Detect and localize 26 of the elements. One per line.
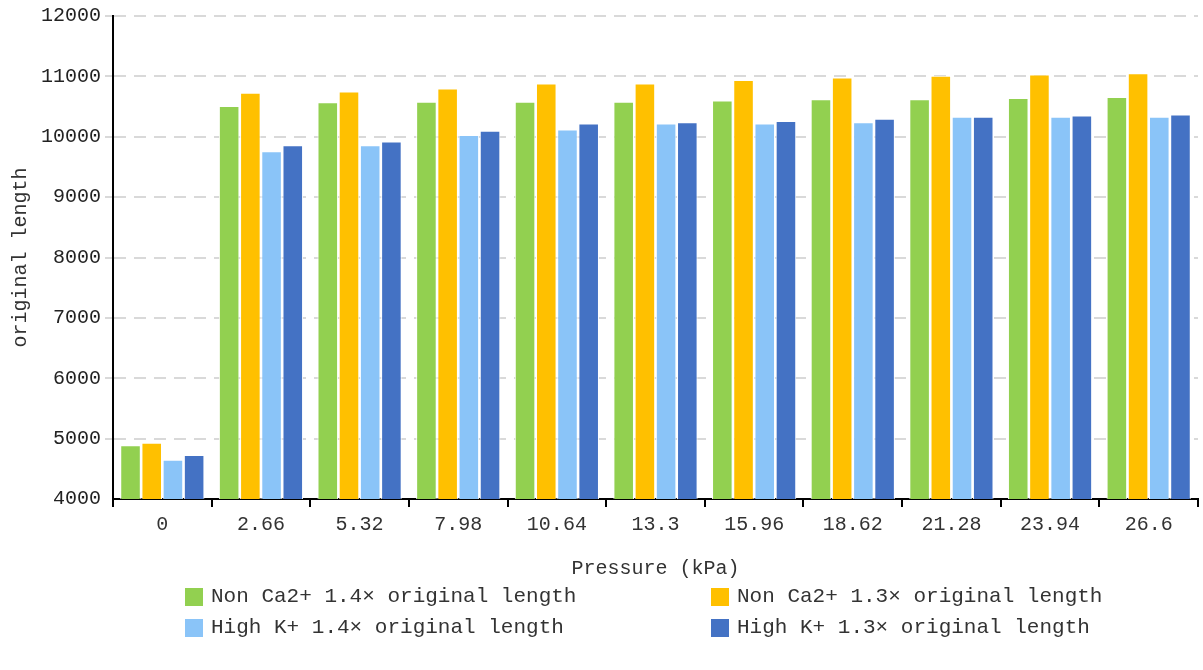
y-tick-label: 12000 bbox=[40, 4, 102, 28]
x-tick-label: 15.96 bbox=[724, 513, 785, 537]
x-tick-label: 7.98 bbox=[434, 513, 483, 537]
y-tick-label: 5000 bbox=[52, 426, 102, 450]
legend-label: Non Ca2+ 1.3× original length bbox=[737, 585, 1103, 608]
x-tick-label: 5.32 bbox=[335, 513, 384, 537]
x-tick-label: 2.66 bbox=[236, 513, 285, 537]
legend-label: Non Ca2+ 1.4× original length bbox=[211, 585, 577, 608]
x-axis-title: Pressure (kPa) bbox=[571, 557, 740, 581]
y-tick-label: 4000 bbox=[52, 487, 102, 511]
legend-label: High K+ 1.4× original length bbox=[211, 616, 564, 639]
x-tick-label: 23.94 bbox=[1020, 513, 1081, 537]
x-tick-label: 21.28 bbox=[921, 513, 982, 537]
x-tick-label: 13.3 bbox=[631, 513, 680, 537]
legend-label: High K+ 1.3× original length bbox=[737, 616, 1090, 639]
y-tick-label: 10000 bbox=[40, 125, 102, 149]
y-tick-label: 9000 bbox=[52, 185, 102, 209]
y-tick-label: 6000 bbox=[52, 366, 102, 390]
x-tick-label: 26.6 bbox=[1124, 513, 1173, 537]
y-axis-title: original length bbox=[9, 167, 33, 348]
x-tick-label: 18.62 bbox=[822, 513, 883, 537]
y-tick-label: 8000 bbox=[52, 245, 102, 269]
x-tick-label: 0 bbox=[156, 513, 169, 537]
x-tick-label: 10.64 bbox=[526, 513, 587, 537]
y-tick-label: 7000 bbox=[52, 306, 102, 330]
y-tick-label: 11000 bbox=[40, 64, 102, 88]
